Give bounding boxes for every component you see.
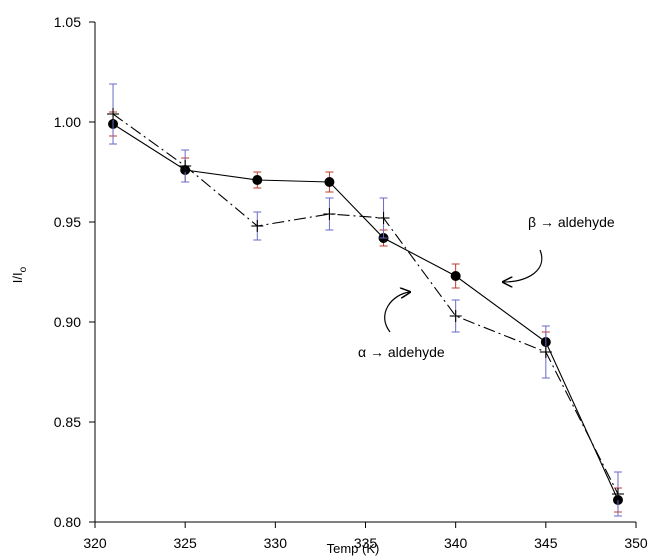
annotation-beta-arrow <box>503 249 543 282</box>
x-tick-label: 340 <box>444 535 468 551</box>
series-line-beta <box>112 123 619 501</box>
annotations: β → aldehyde α → aldehyde <box>358 214 615 360</box>
data-point-alpha <box>179 160 192 172</box>
data-point-beta <box>450 271 461 281</box>
y-tick-label: 0.95 <box>54 214 81 230</box>
annotation-alpha-arrow <box>384 292 410 333</box>
y-tick-label: 1.05 <box>54 14 81 30</box>
x-axis-title: Temp (K) <box>327 541 380 556</box>
y-axis-title: I/Io <box>10 266 29 283</box>
axes: 320 325 330 335 340 345 350 0.80 0.85 0.90 0.95 1.0… <box>54 14 648 551</box>
series-line-alpha <box>112 113 619 495</box>
data-point-alpha <box>107 108 120 120</box>
data-point-alpha <box>323 208 336 220</box>
x-tick-label: 350 <box>624 535 648 551</box>
y-tick-label: 0.85 <box>54 414 81 430</box>
data-point-beta <box>324 177 335 187</box>
series-layer <box>107 83 624 517</box>
data-point-beta <box>252 175 263 185</box>
data-point-alpha <box>377 212 390 224</box>
data-point-alpha <box>449 310 462 322</box>
data-point-alpha <box>251 220 264 232</box>
y-tick-label: 0.80 <box>54 514 81 530</box>
data-point-alpha <box>611 488 624 500</box>
x-tick-label: 320 <box>83 535 107 551</box>
y-axis-title-main: I/I <box>10 272 25 283</box>
x-tick-label: 345 <box>534 535 558 551</box>
annotation-beta: β → aldehyde <box>528 214 615 230</box>
y-tick-label: 0.90 <box>54 314 81 330</box>
data-point-alpha <box>539 346 552 358</box>
x-tick-label: 330 <box>264 535 288 551</box>
series-alpha <box>107 83 624 517</box>
annotation-alpha: α → aldehyde <box>358 344 445 360</box>
y-axis-title-sub: o <box>18 266 29 272</box>
x-tick-label: 335 <box>354 535 378 551</box>
y-tick-label: 1.00 <box>54 114 81 130</box>
x-tick-label: 325 <box>173 535 197 551</box>
